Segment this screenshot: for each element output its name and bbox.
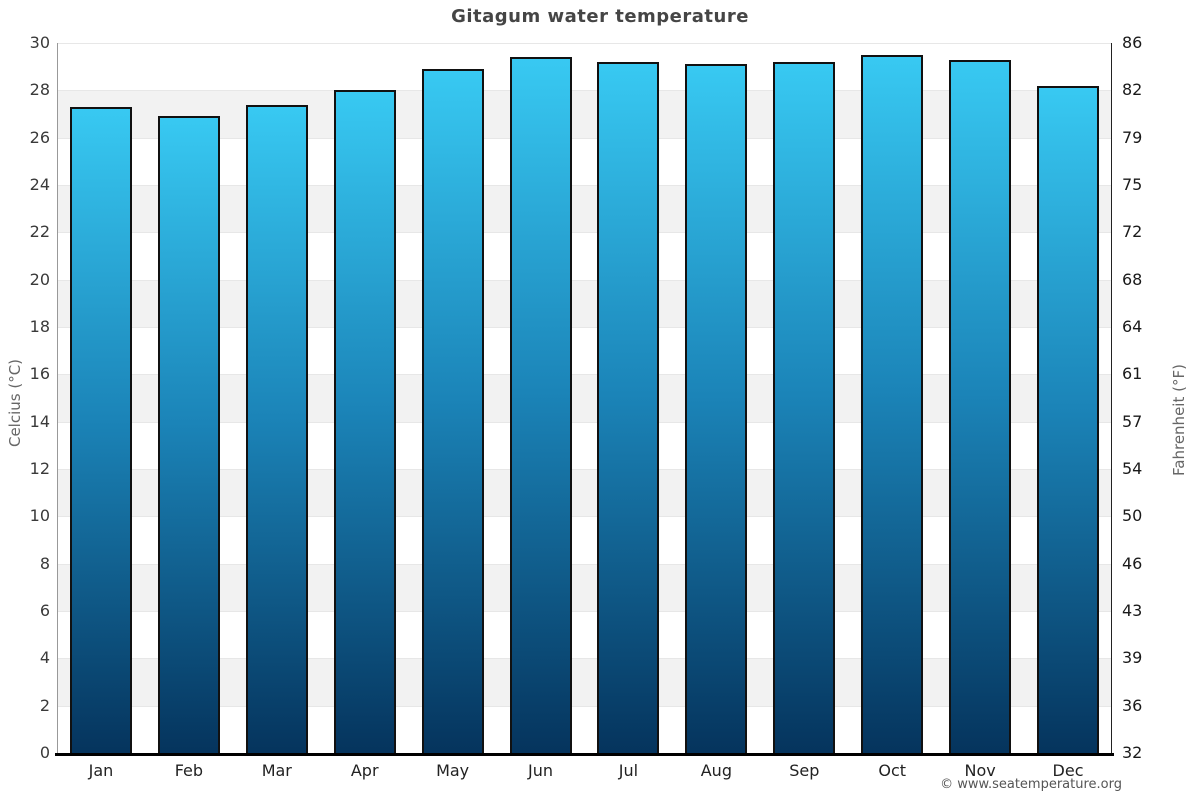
y-tick-fahrenheit-64: 64 xyxy=(1122,317,1143,336)
grid-band xyxy=(57,90,1112,138)
y-tick-celsius-8: 8 xyxy=(39,553,50,573)
bar-nov xyxy=(949,59,1012,753)
grid-band xyxy=(57,469,1112,517)
x-tick-jul: Jul xyxy=(618,761,639,780)
y-tick-fahrenheit-57: 57 xyxy=(1122,411,1143,431)
y-axis-ticks-left: 0 2 4 6 8 10 12 14 16 18 20 22 24 26 28 30 xyxy=(0,33,50,762)
chart-title: Gitagum water temperature xyxy=(451,6,749,27)
y-tick-celsius-6: 6 xyxy=(39,601,50,620)
grid-band xyxy=(57,185,1112,233)
x-axis-ticks: Jan Feb Mar Apr May Jun Jul Aug Sep Oct Nov Dec xyxy=(57,761,1112,783)
bar-sep xyxy=(773,61,836,753)
y-tick-fahrenheit-50: 50 xyxy=(1122,506,1143,526)
x-tick-jan: Jan xyxy=(88,761,114,780)
y-tick-fahrenheit-82: 82 xyxy=(1122,80,1143,100)
y-tick-fahrenheit-36: 36 xyxy=(1122,695,1143,715)
y-tick-celsius-24: 24 xyxy=(29,175,50,194)
y-tick-fahrenheit-75: 75 xyxy=(1122,175,1143,194)
y-axis-line-right xyxy=(1111,43,1112,753)
grid-band xyxy=(57,137,1112,185)
y-tick-fahrenheit-86: 86 xyxy=(1122,33,1143,52)
y-tick-celsius-16: 16 xyxy=(29,364,50,384)
x-tick-nov: Nov xyxy=(964,761,996,780)
x-tick-dec: Dec xyxy=(1052,761,1084,780)
y-tick-celsius-10: 10 xyxy=(29,506,50,526)
y-tick-fahrenheit-68: 68 xyxy=(1122,269,1143,289)
grid-band xyxy=(57,421,1112,469)
grid-band xyxy=(57,516,1112,564)
bar-feb xyxy=(157,116,220,753)
x-tick-oct: Oct xyxy=(878,761,907,780)
grid-band xyxy=(57,279,1112,327)
grid-band xyxy=(57,43,1112,91)
y-axis-line-left xyxy=(57,43,58,753)
bar-oct xyxy=(861,54,924,753)
grid-band xyxy=(57,705,1112,753)
y-tick-fahrenheit-43: 43 xyxy=(1122,601,1143,620)
y-tick-celsius-12: 12 xyxy=(29,459,50,478)
y-tick-fahrenheit-72: 72 xyxy=(1122,222,1143,242)
x-axis-line xyxy=(55,753,1114,756)
bar-jul xyxy=(597,61,660,753)
x-tick-may: May xyxy=(436,761,470,780)
y-tick-celsius-26: 26 xyxy=(29,127,50,147)
y-tick-celsius-28: 28 xyxy=(29,80,50,100)
grid-band xyxy=(57,374,1112,422)
grid-bands xyxy=(57,43,1112,753)
y-tick-celsius-30: 30 xyxy=(29,33,50,52)
x-tick-apr: Apr xyxy=(350,761,379,780)
bar-apr xyxy=(333,90,396,753)
grid-band xyxy=(57,611,1112,659)
y-tick-celsius-0: 0 xyxy=(39,743,50,762)
y-tick-fahrenheit-39: 39 xyxy=(1122,648,1143,668)
grid-band xyxy=(57,658,1112,706)
bar-may xyxy=(421,69,484,753)
x-tick-aug: Aug xyxy=(700,761,732,780)
y-tick-fahrenheit-46: 46 xyxy=(1122,553,1143,573)
y-tick-celsius-4: 4 xyxy=(39,648,50,668)
bar-aug xyxy=(685,64,748,753)
y-tick-celsius-22: 22 xyxy=(29,222,50,242)
bar-dec xyxy=(1037,85,1100,753)
y-tick-fahrenheit-54: 54 xyxy=(1122,459,1143,478)
plot-area xyxy=(57,43,1112,753)
y-tick-celsius-2: 2 xyxy=(39,695,50,715)
footer-credit-link[interactable]: © www.seatemperature.org xyxy=(940,777,1122,792)
grid-band xyxy=(57,563,1112,611)
x-tick-sep: Sep xyxy=(789,761,820,780)
y-tick-celsius-20: 20 xyxy=(29,269,50,289)
x-tick-jun: Jun xyxy=(528,761,554,780)
x-tick-feb: Feb xyxy=(174,761,204,780)
y-tick-fahrenheit-79: 79 xyxy=(1122,127,1143,147)
grid-band xyxy=(57,327,1112,375)
bar-jan xyxy=(69,106,132,753)
y-tick-fahrenheit-32: 32 xyxy=(1122,743,1143,762)
bars-layer xyxy=(57,43,1112,753)
x-tick-mar: Mar xyxy=(261,761,292,780)
y-tick-celsius-18: 18 xyxy=(29,317,50,336)
y-tick-fahrenheit-61: 61 xyxy=(1122,364,1143,384)
grid-band xyxy=(57,232,1112,280)
y-axis-ticks-right: 32 36 39 43 46 50 54 57 61 64 68 72 75 79 82 86 xyxy=(1122,33,1182,762)
bar-mar xyxy=(245,104,308,753)
bar-jun xyxy=(509,57,572,753)
y-tick-celsius-14: 14 xyxy=(29,411,50,431)
